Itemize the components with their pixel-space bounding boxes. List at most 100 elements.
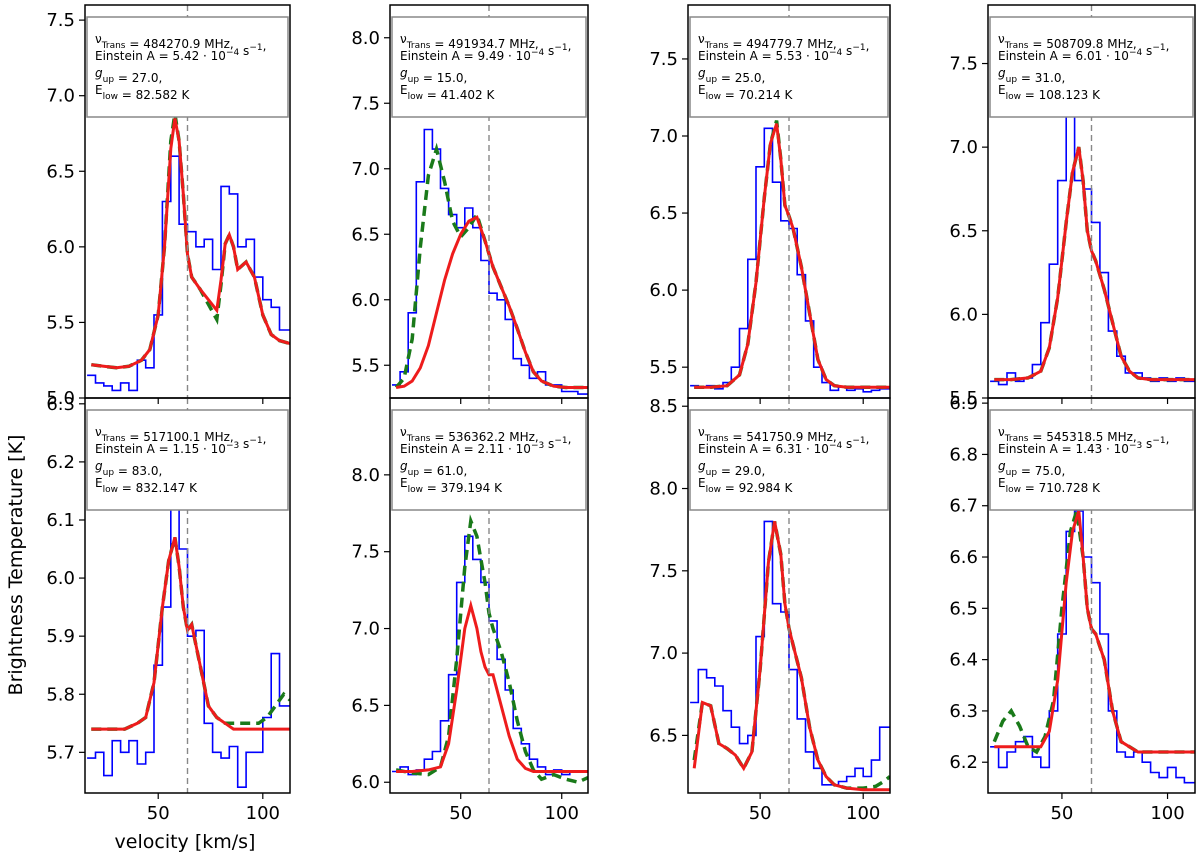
y-tick-label: 7.0 [351, 159, 380, 180]
annotation-box: νTrans = 484270.9 MHz,Einstein A = 5.42 … [86, 16, 289, 118]
series-model-dashed [91, 113, 290, 370]
y-tick-label: 6.5 [949, 598, 978, 619]
y-tick-label: 5.0 [46, 388, 75, 409]
y-tick-label: 6.0 [649, 280, 678, 301]
annotation-line-4: Elow = 92.984 K [698, 476, 793, 495]
y-tick-label: 6.2 [949, 752, 978, 773]
y-tick-label: 8.0 [351, 28, 380, 49]
y-tick-label: 6.5 [649, 725, 678, 746]
series-model-solid [994, 146, 1195, 382]
y-tick-label: 6.5 [351, 695, 380, 716]
y-tick-label: 8.0 [649, 479, 678, 500]
y-tick-label: 6.0 [351, 290, 380, 311]
y-tick-label: 7.0 [46, 86, 75, 107]
annotation-line-3: gup = 25.0, [698, 66, 765, 85]
annotation-box: νTrans = 545318.5 MHz,Einstein A = 1.43 … [989, 409, 1194, 511]
series-observed [392, 128, 588, 395]
series-model-solid [692, 521, 890, 792]
series-model-solid [396, 599, 588, 773]
panel-5-plot [87, 507, 290, 788]
annotation-line-1: νTrans = 541750.9 MHz, [698, 425, 837, 444]
series-observed [990, 510, 1195, 784]
annotation-line-4: Elow = 832.147 K [95, 476, 198, 495]
y-tick-label: 6.1 [46, 510, 75, 531]
series-model-solid [91, 118, 290, 370]
x-tick-label: 50 [749, 803, 772, 824]
x-tick-label: 100 [846, 803, 880, 824]
annotation-line-4: Elow = 710.728 K [998, 476, 1101, 495]
y-tick-label: 6.5 [649, 203, 678, 224]
annotation-box: νTrans = 491934.7 MHz,Einstein A = 9.49 … [391, 16, 587, 118]
annotation-line-1: νTrans = 536362.2 MHz, [400, 425, 539, 444]
annotation-line-3: gup = 61.0, [400, 459, 467, 478]
y-tick-label: 7.5 [949, 54, 978, 75]
annotation-line-3: gup = 31.0, [998, 66, 1065, 85]
x-tick-label: 50 [449, 803, 472, 824]
y-tick-label: 6.0 [46, 237, 75, 258]
y-tick-label: 5.5 [351, 355, 380, 376]
y-tick-label: 5.8 [46, 684, 75, 705]
annotation-line-2: Einstein A = 2.11 · 10−3 s−1, [400, 432, 571, 456]
series-model-solid [91, 537, 290, 731]
y-tick-label: 5.5 [46, 312, 75, 333]
y-tick-label: 7.0 [649, 643, 678, 664]
x-tick-label: 100 [1150, 803, 1184, 824]
annotation-line-1: νTrans = 484270.9 MHz, [95, 32, 234, 51]
y-tick-label: 6.0 [351, 772, 380, 793]
x-axis-label: velocity [km/s] [115, 831, 256, 853]
annotation-box: νTrans = 541750.9 MHz,Einstein A = 6.31 … [689, 409, 889, 511]
y-tick-label: 7.5 [351, 542, 380, 563]
annotation-line-2: Einstein A = 1.43 · 10−3 s−1, [998, 432, 1169, 456]
annotation-line-2: Einstein A = 6.31 · 10−4 s−1, [698, 432, 869, 456]
annotation-box: νTrans = 536362.2 MHz,Einstein A = 2.11 … [391, 409, 587, 511]
series-observed [392, 535, 588, 776]
annotation-line-4: Elow = 41.402 K [400, 83, 495, 102]
y-tick-label: 6.0 [46, 568, 75, 589]
annotation-line-2: Einstein A = 6.01 · 10−4 s−1, [998, 39, 1169, 63]
y-tick-label: 7.0 [649, 126, 678, 147]
y-tick-label: 6.5 [949, 221, 978, 242]
annotation-line-1: νTrans = 494779.7 MHz, [698, 32, 837, 51]
y-tick-label: 7.5 [649, 49, 678, 70]
annotation-line-2: Einstein A = 9.49 · 10−4 s−1, [400, 39, 571, 63]
annotation-line-1: νTrans = 491934.7 MHz, [400, 32, 539, 51]
x-tick-label: 50 [147, 803, 170, 824]
series-model-solid [395, 215, 588, 389]
y-tick-label: 6.5 [46, 161, 75, 182]
y-tick-label: 7.0 [351, 619, 380, 640]
annotation-line-1: νTrans = 517100.1 MHz, [95, 425, 234, 444]
panel-5: νTrans = 517100.1 MHz,Einstein A = 1.15 … [46, 394, 291, 824]
axes-frame [687, 397, 891, 794]
y-tick-label: 6.2 [46, 452, 75, 473]
series-model-dashed [395, 514, 588, 785]
y-tick-label: 6.4 [949, 650, 978, 671]
x-tick-label: 50 [1050, 803, 1073, 824]
series-model-dashed [994, 146, 1195, 382]
panel-7-plot [690, 520, 890, 792]
panel-8-plot [990, 510, 1195, 784]
annotation-line-3: gup = 27.0, [95, 66, 162, 85]
annotation-box: νTrans = 508709.8 MHz,Einstein A = 6.01 … [989, 16, 1194, 118]
annotation-line-1: νTrans = 508709.8 MHz, [998, 32, 1137, 51]
panel-8: νTrans = 545318.5 MHz,Einstein A = 1.43 … [949, 393, 1196, 824]
y-tick-label: 8.5 [649, 396, 678, 417]
annotation-line-2: Einstein A = 5.53 · 10−4 s−1, [698, 39, 869, 63]
y-tick-label: 5.7 [46, 742, 75, 763]
series-observed [87, 507, 290, 788]
y-tick-label: 7.5 [649, 561, 678, 582]
y-tick-label: 5.9 [46, 626, 75, 647]
series-model-dashed [91, 536, 290, 731]
panel-6-plot [392, 514, 588, 785]
annotation-line-3: gup = 83.0, [95, 459, 162, 478]
panel-6: νTrans = 536362.2 MHz,Einstein A = 2.11 … [351, 397, 589, 824]
y-tick-label: 6.8 [949, 444, 978, 465]
y-tick-label: 6.5 [351, 224, 380, 245]
annotation-line-4: Elow = 108.123 K [998, 83, 1101, 102]
annotation-line-2: Einstein A = 1.15 · 10−3 s−1, [95, 432, 266, 456]
series-model-solid [694, 123, 890, 389]
y-tick-label: 6.9 [949, 393, 978, 414]
y-tick-label: 5.5 [649, 357, 678, 378]
y-tick-label: 7.5 [351, 93, 380, 114]
annotation-line-1: νTrans = 545318.5 MHz, [998, 425, 1137, 444]
